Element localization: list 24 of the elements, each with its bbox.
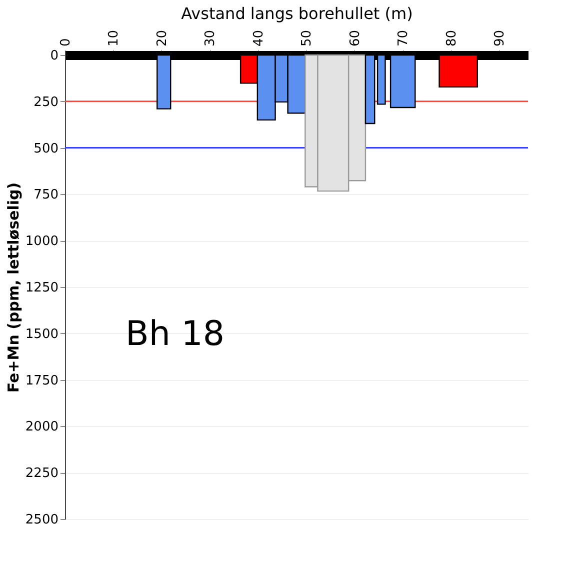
y-axis-title: Fe+Mn (ppm, lettløselig) [4, 182, 22, 393]
x-tick-label: 50 [300, 30, 315, 46]
y-tick-label: 1750 [25, 373, 58, 388]
y-tick-label: 2250 [25, 466, 58, 482]
y-tick-label: 2000 [25, 420, 58, 435]
x-tick-label: 10 [106, 30, 122, 46]
x-tick-label: 30 [203, 30, 218, 46]
y-tick-label: 2500 [25, 512, 58, 528]
x-tick-label: 70 [396, 30, 412, 46]
y-tick-label: 1250 [25, 280, 58, 296]
y-tick-label: 1000 [25, 234, 58, 250]
y-tick-label: 500 [34, 141, 58, 156]
x-axis-title: Avstand langs borehullet (m) [181, 4, 413, 23]
x-tick-label: 40 [251, 30, 266, 46]
y-tick-label: 1500 [25, 326, 58, 342]
x-tick-label: 20 [154, 30, 170, 46]
annotation: Bh 18 [126, 314, 224, 354]
x-tick-label: 60 [348, 30, 363, 46]
y-tick-label: 0 [50, 48, 58, 64]
y-tick-label: 750 [34, 188, 58, 203]
x-tick-label: 0 [58, 38, 74, 46]
x-tick-label: 80 [444, 30, 460, 46]
x-tick-label: 90 [492, 30, 508, 46]
y-tick-label: 250 [34, 94, 58, 110]
